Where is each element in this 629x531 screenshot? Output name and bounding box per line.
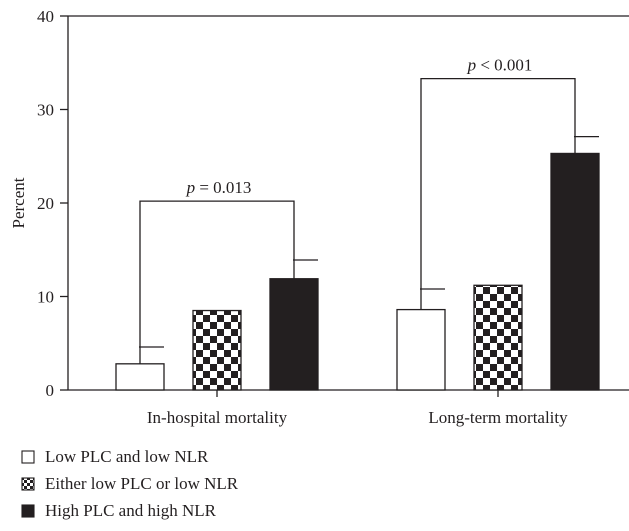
significance-bracket xyxy=(139,200,295,347)
y-tick-label: 20 xyxy=(37,194,54,213)
p-value-label: p < 0.001 xyxy=(467,56,533,75)
axis-labels: In-hospital mortality Long-term mortality… xyxy=(9,177,568,427)
y-tick-label: 0 xyxy=(46,381,55,400)
significance-brackets: p = 0.013 p < 0.001 xyxy=(139,56,576,347)
p-value-label: p = 0.013 xyxy=(186,178,252,197)
legend-swatch xyxy=(21,504,35,518)
bar xyxy=(192,309,242,391)
y-axis-title: Percent xyxy=(9,177,28,228)
y-tick-label: 30 xyxy=(37,101,54,120)
legend-swatch xyxy=(21,450,35,464)
bar xyxy=(115,363,165,391)
legend-label: Either low PLC or low NLR xyxy=(45,474,239,493)
category-label: Long-term mortality xyxy=(428,408,568,427)
bars xyxy=(115,152,600,391)
legend-label: Low PLC and low NLR xyxy=(45,447,209,466)
y-tick-label: 10 xyxy=(37,288,54,307)
y-tick-label: 40 xyxy=(37,7,54,26)
error-bars xyxy=(139,135,599,364)
legend-label: High PLC and high NLR xyxy=(45,501,217,520)
bar xyxy=(269,278,319,391)
significance-bracket xyxy=(420,77,576,290)
bar xyxy=(550,152,600,391)
legend: Low PLC and low NLR Either low PLC or low… xyxy=(21,447,239,520)
axes: 0 10 20 30 40 xyxy=(37,7,629,400)
legend-swatch xyxy=(21,477,35,491)
bar xyxy=(473,284,523,391)
bar xyxy=(396,308,446,391)
category-label: In-hospital mortality xyxy=(147,408,288,427)
